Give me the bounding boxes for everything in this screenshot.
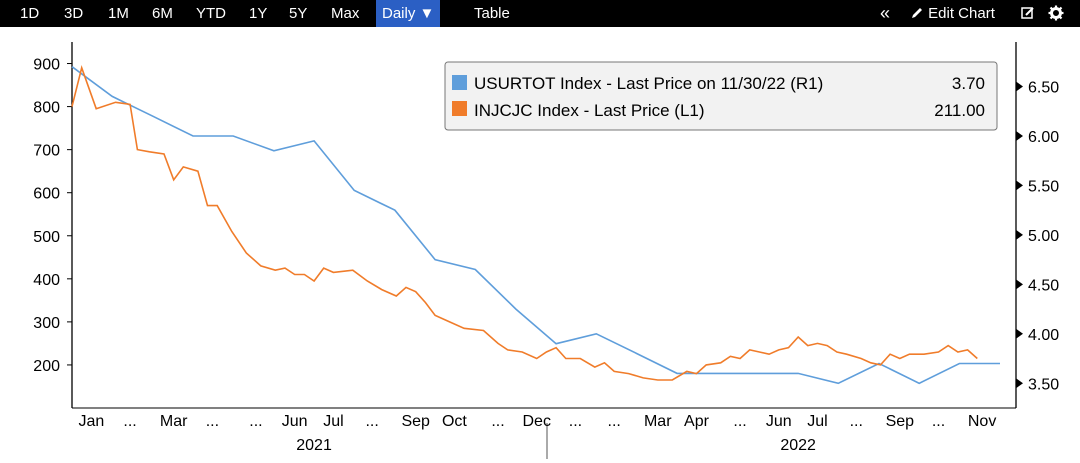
legend-value-injcjc: 211.00 [934,101,985,120]
annotate-icon[interactable] [1020,0,1036,27]
right-tick-arrow [1016,81,1023,92]
left-axis-ticks: 900 800 700 600 500 400 300 200 [33,57,72,375]
left-tick-label: 700 [33,143,60,160]
left-tick-label: 300 [33,315,60,332]
x-month-label: Jan [78,413,104,430]
chart-toolbar: 1D 3D 1M 6M YTD 1Y 5Y Max Daily ▼ Table … [0,0,1080,27]
x-month-label: ... [491,413,504,430]
x-year-label: 2022 [780,437,816,454]
range-5y-button[interactable]: 5Y [289,5,308,22]
x-month-label: ... [249,413,262,430]
right-tick-label: 5.50 [1028,178,1059,195]
x-month-label: ... [206,413,219,430]
right-tick-label: 3.50 [1028,376,1059,393]
legend: USURTOT Index - Last Price on 11/30/22 (… [444,61,998,131]
injcjc-series-line [71,65,978,381]
x-month-label: Apr [684,413,710,430]
collapse-icon[interactable]: « [880,3,891,23]
left-tick-label: 800 [33,100,60,117]
legend-swatch-injcjc [452,101,467,116]
edit-chart-button[interactable]: Edit Chart [910,0,995,27]
right-tick-arrow [1016,130,1023,141]
x-month-label: Oct [442,413,467,430]
right-tick-arrow [1016,180,1023,191]
frequency-dropdown[interactable]: Daily ▼ [376,0,441,27]
legend-label-injcjc: INJCJC Index - Last Price (L1) [474,101,705,120]
range-1m-button[interactable]: 1M [108,5,129,22]
left-tick-label: 900 [33,57,60,74]
range-ytd-button[interactable]: YTD [196,5,226,22]
usurtot-series-line [71,66,1000,385]
right-tick-arrow [1016,279,1023,290]
x-month-label: Sep [401,413,430,430]
range-6m-button[interactable]: 6M [152,5,173,22]
right-tick-arrow [1016,328,1023,339]
left-tick-label: 600 [33,186,60,203]
range-3d-button[interactable]: 3D [64,5,84,22]
x-month-label: Nov [968,413,996,430]
x-month-label: ... [733,413,746,430]
right-tick-label: 4.00 [1028,327,1059,344]
x-month-label: ... [850,413,863,430]
legend-value-usurtot: 3.70 [952,74,985,93]
left-tick-label: 200 [33,358,60,375]
right-tick-arrow [1016,229,1023,240]
x-month-label: ... [608,413,621,430]
x-year-label: 2021 [296,437,332,454]
x-month-label: Jul [807,413,827,430]
left-tick-label: 400 [33,272,60,289]
right-axis-ticks: 6.50 6.00 5.50 5.00 4.50 4.00 3.50 [1016,80,1059,393]
left-tick-label: 500 [33,229,60,246]
range-1d-button[interactable]: 1D [20,5,40,22]
right-tick-label: 4.50 [1028,277,1059,294]
range-max-button[interactable]: Max [331,5,360,22]
chart-canvas: 900 800 700 600 500 400 300 200 6.50 6.00 5.50 5.0… [0,27,1080,463]
x-month-label: ... [932,413,945,430]
right-tick-label: 5.00 [1028,228,1059,245]
edit-chart-label: Edit Chart [928,5,995,22]
right-tick-label: 6.00 [1028,129,1059,146]
right-tick-label: 6.50 [1028,80,1059,97]
x-month-label: Jun [766,413,792,430]
pencil-icon [912,8,922,18]
x-month-label: Jul [323,413,343,430]
x-month-label: Jun [282,413,308,430]
table-button[interactable]: Table [474,5,510,22]
x-axis-labels: Jan... Mar...... Jun Jul... Sep Oct... Dec....… [78,413,996,454]
x-month-label: ... [123,413,136,430]
x-month-label: ... [365,413,378,430]
x-month-label: Sep [886,413,915,430]
x-month-label: Mar [644,413,672,430]
legend-swatch-usurtot [452,75,467,90]
right-tick-arrow [1016,378,1023,389]
x-month-label: Dec [523,413,551,430]
x-month-label: Mar [160,413,188,430]
x-month-label: ... [569,413,582,430]
range-1y-button[interactable]: 1Y [249,5,268,22]
legend-label-usurtot: USURTOT Index - Last Price on 11/30/22 (… [474,74,823,93]
settings-gear-icon[interactable] [1048,0,1064,27]
